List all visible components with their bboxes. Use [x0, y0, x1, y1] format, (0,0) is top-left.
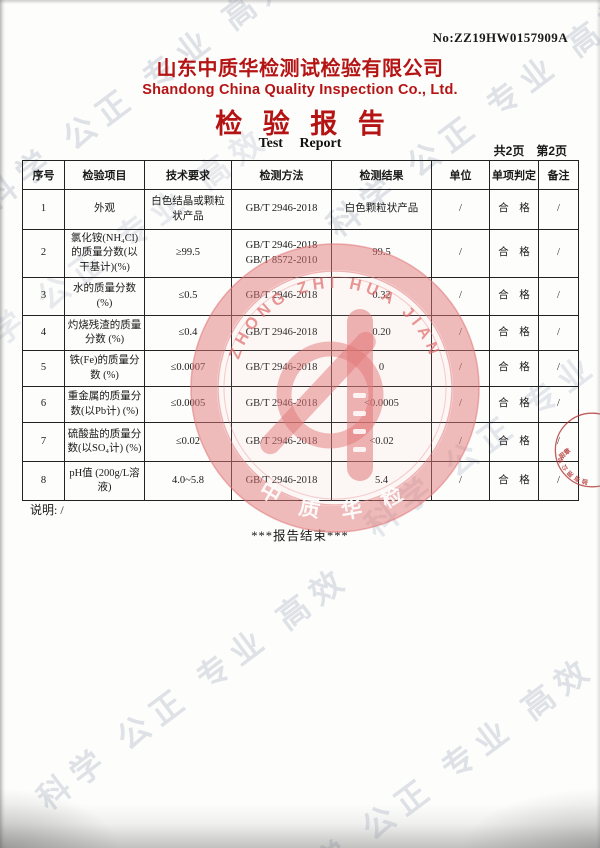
- table-cell: 白色颗粒状产品: [331, 189, 432, 230]
- table-cell: ≤0.0007: [144, 350, 232, 387]
- table-cell: 8: [22, 461, 65, 501]
- table-cell: /: [538, 189, 579, 230]
- table-cell: pH值 (200g/L溶液): [64, 461, 145, 501]
- table-cell: 合 格: [489, 386, 539, 423]
- table-cell: GB/T 2946-2018: [231, 350, 332, 387]
- scan-edge-bottom: [0, 804, 600, 848]
- table-cell: 水的质量分数 (%): [64, 277, 145, 316]
- table-cell: 4.0~5.8: [144, 461, 232, 501]
- table-cell: 合 格: [489, 189, 539, 230]
- table-cell: GB/T 2946-2018: [231, 277, 332, 316]
- table-row: 3 水的质量分数 (%) ≤0.5 GB/T 2946-2018 0.32/合 格 /: [22, 277, 579, 316]
- table-cell: 合 格: [489, 315, 539, 351]
- table-cell: /: [538, 229, 579, 278]
- table-cell: /: [431, 386, 490, 423]
- table-cell: GB/T 2946-2018: [231, 315, 332, 351]
- scan-corner-br: [460, 788, 600, 848]
- company-name-en: Shandong China Quality Inspection Co., L…: [142, 82, 458, 98]
- table-cell: 0: [331, 350, 432, 387]
- table-cell: GB/T 2946-2018: [231, 422, 332, 462]
- table-cell: /: [431, 277, 490, 316]
- table-cell: 合 格: [489, 461, 539, 501]
- table-cell: 6: [22, 386, 65, 423]
- scan-edge-top: [0, 0, 600, 4]
- table-cell: 5.4: [331, 461, 432, 501]
- note-line: 说明: /: [30, 501, 64, 518]
- table-cell: 2: [22, 229, 65, 278]
- table-cell: ≤0.02: [144, 422, 232, 462]
- table-row: 5 铁(Fe)的质量分数 (%) ≤0.0007 GB/T 2946-2018 0/合 …: [22, 350, 579, 387]
- table-cell: 5: [22, 350, 65, 387]
- column-header: 单项判定: [489, 160, 539, 190]
- table-cell: /: [538, 350, 579, 387]
- column-header: 单位: [431, 160, 490, 190]
- report-end-text: ***报告结束***: [251, 529, 349, 543]
- table-cell: ≤0.0005: [144, 386, 232, 423]
- table-cell: 合 格: [489, 277, 539, 316]
- table-cell: 7: [22, 422, 65, 462]
- table-cell: 3: [22, 277, 65, 316]
- table-cell: /: [431, 350, 490, 387]
- table-cell: /: [431, 461, 490, 501]
- table-cell: 合 格: [489, 422, 539, 462]
- table-cell: <0.0005: [331, 386, 432, 423]
- table-cell: /: [431, 315, 490, 351]
- table-row: 6 重金属的质量分数(以Pb计) (%) ≤0.0005 GB/T 2946-2018…: [22, 386, 579, 423]
- column-header: 序号: [22, 160, 65, 190]
- table-cell: /: [431, 229, 490, 278]
- report-table: 序号 检验项目 技术要求 检测方法 检测结果 单位 单项判定 备注 1 外观 白色结晶或颗粒状产品…: [22, 160, 579, 501]
- table-cell: /: [538, 315, 579, 351]
- table-cell: GB/T 2946-2018: [231, 386, 332, 423]
- table-cell: 重金属的质量分数(以Pb计) (%): [64, 386, 145, 423]
- table-row: 1 外观 白色结晶或颗粒状产品 GB/T 2946-2018 白色颗粒状产品 / 合 格 /: [22, 189, 579, 230]
- column-header: 检验项目: [64, 160, 145, 190]
- report-title-cn: 检 验 报 告: [215, 109, 385, 139]
- table-cell: 0.32: [331, 277, 432, 316]
- table-cell: 铁(Fe)的质量分数 (%): [64, 350, 145, 387]
- table-row: 2 氯化铵(NH₄Cl)的质量分数(以干基计)(%) ≥99.5 GB/T 2946-…: [22, 229, 579, 278]
- page-info: 共2页 第2页: [493, 144, 567, 158]
- table-row: 4 灼烧残渣的质量分数 (%) ≤0.4 GB/T 2946-2018 0.20/合 格…: [22, 315, 579, 351]
- column-header: 备注: [538, 160, 579, 190]
- table-header-row: 序号 检验项目 技术要求 检测方法 检测结果 单位 单项判定 备注: [22, 160, 579, 190]
- table-cell: 白色结晶或颗粒状产品: [144, 189, 232, 230]
- table-cell: /: [538, 386, 579, 423]
- table-cell: 1: [22, 189, 65, 230]
- table-cell: 外观: [64, 189, 145, 230]
- table-cell: /: [538, 422, 579, 462]
- table-body: 1 外观 白色结晶或颗粒状产品 GB/T 2946-2018 白色颗粒状产品 / 合 格/2…: [22, 189, 579, 501]
- column-header: 检测方法: [231, 160, 332, 190]
- table-cell: 4: [22, 315, 65, 351]
- watermark-text: 科学 公正 专业 高效: [275, 648, 600, 848]
- table-cell: /: [431, 189, 490, 230]
- report-title-en: Test Report: [258, 136, 342, 151]
- table-cell: ≥99.5: [144, 229, 232, 278]
- table-cell: /: [431, 422, 490, 462]
- column-header: 检测结果: [331, 160, 432, 190]
- table-cell: ≤0.4: [144, 315, 232, 351]
- table-cell: /: [538, 277, 579, 316]
- table-cell: ≤0.5: [144, 277, 232, 316]
- table-row: 8 pH值 (200g/L溶液) 4.0~5.8 GB/T 2946-2018 5.4/…: [22, 461, 579, 501]
- table-cell: 合 格: [489, 229, 539, 278]
- table-cell: /: [538, 461, 579, 501]
- column-header: 技术要求: [144, 160, 232, 190]
- report-number: No:ZZ19HW0157909A: [432, 30, 568, 45]
- table-cell: 氯化铵(NH₄Cl)的质量分数(以干基计)(%): [64, 229, 145, 278]
- table-cell: GB/T 2946-2018: [231, 461, 332, 501]
- table-cell: 灼烧残渣的质量分数 (%): [64, 315, 145, 351]
- note-value: /: [60, 503, 64, 517]
- table-cell: 99.5: [331, 229, 432, 278]
- table-cell: <0.02: [331, 422, 432, 462]
- watermark-text: 科学 公正 专业 高效: [30, 558, 357, 817]
- company-name-cn: 山东中质华检测试检验有限公司: [156, 58, 444, 80]
- table-cell: 硫酸盐的质量分数(以SO₄计) (%): [64, 422, 145, 462]
- table-cell: GB/T 2946-2018 GB/T 8572-2010: [231, 229, 332, 278]
- note-label: 说明:: [30, 503, 58, 517]
- table-cell: GB/T 2946-2018: [231, 189, 332, 230]
- table-cell: 0.20: [331, 315, 432, 351]
- table-cell: 合 格: [489, 350, 539, 387]
- table-row: 7 硫酸盐的质量分数(以SO₄计) (%) ≤0.02 GB/T 2946-2018 <…: [22, 422, 579, 462]
